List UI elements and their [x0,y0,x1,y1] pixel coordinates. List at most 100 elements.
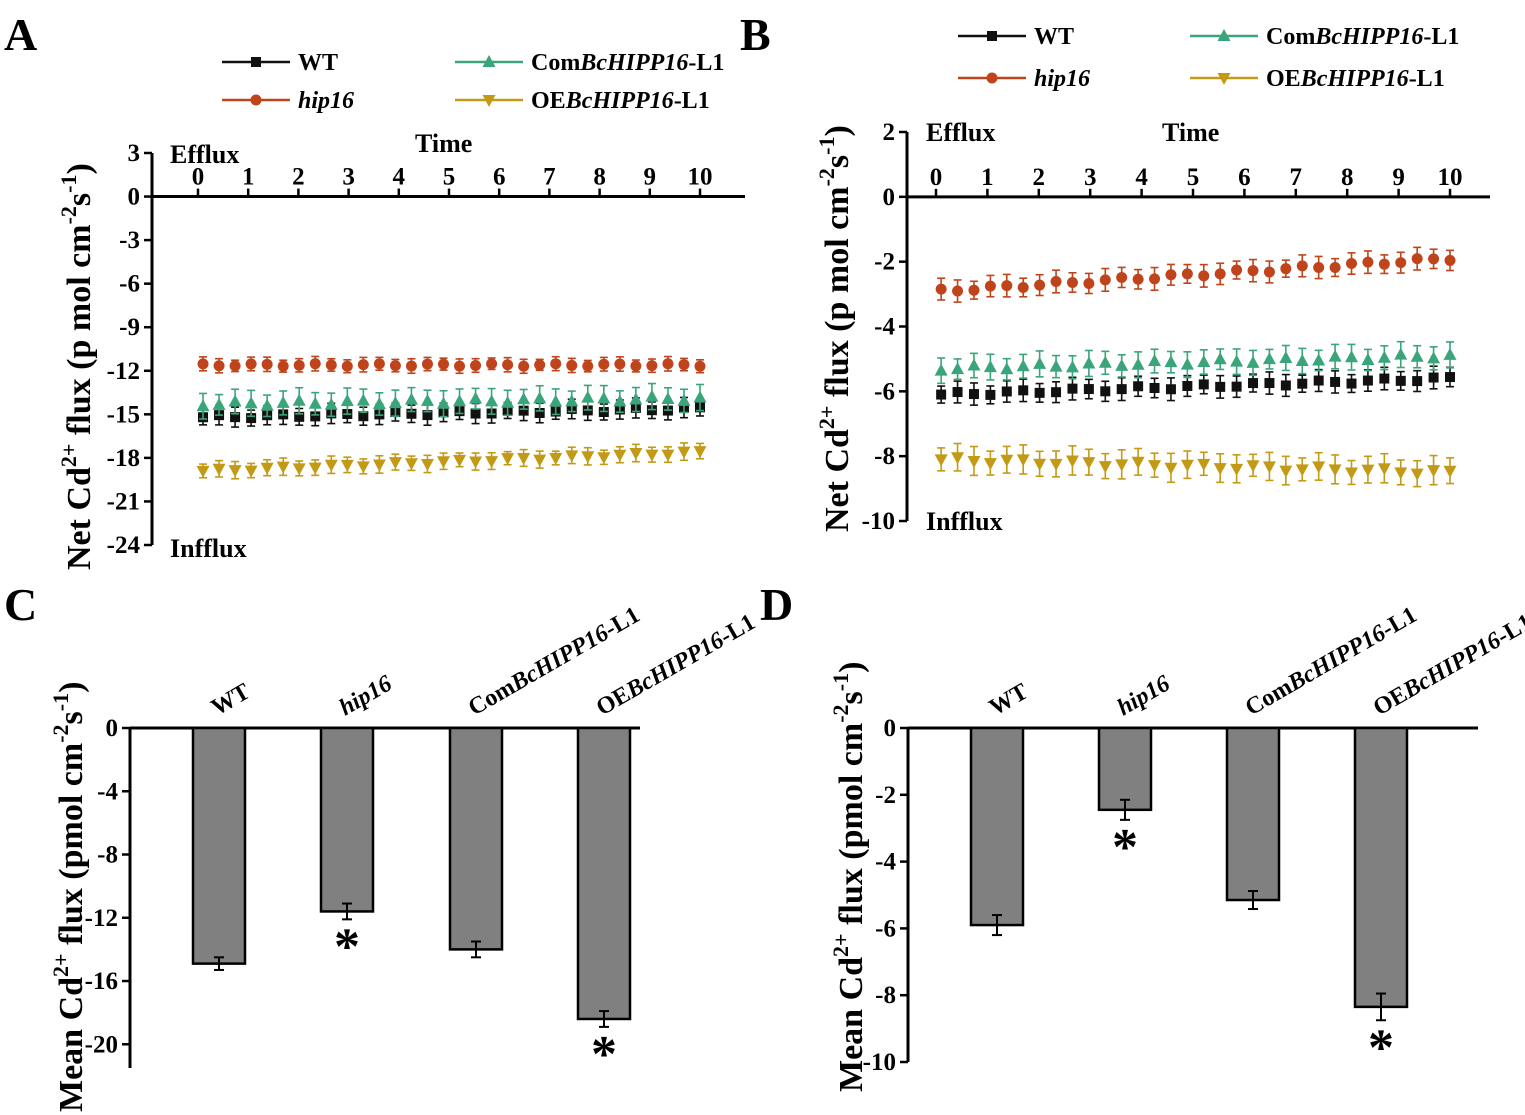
data-point [1001,386,1012,397]
data-point [260,462,274,475]
x-tick-label: 8 [1341,164,1354,191]
series-1 [197,355,706,375]
data-point [1049,359,1063,372]
data-point [985,389,996,400]
significance-star-3: * [591,1026,617,1083]
data-point [581,390,595,403]
data-point [935,283,947,295]
data-point [1198,270,1210,282]
x-tick-label: 1 [981,164,994,191]
data-point [1197,458,1211,471]
data-point [1329,262,1341,274]
data-point [373,358,385,370]
data-point [230,412,241,423]
data-point [341,360,353,372]
y-tick-label: -24 [107,532,141,559]
y-tick-label: -10 [862,508,895,535]
data-point [566,359,578,371]
data-point [1412,376,1423,387]
data-point [661,449,675,462]
category-italic: hip16 [1113,671,1175,722]
data-point [1328,349,1342,362]
data-point [1248,378,1259,389]
influx-label-a: Infflux [170,534,247,563]
data-point [1213,352,1227,365]
data-point [645,449,659,462]
y-tick-label: -2 [874,249,895,276]
line-chart-a: 3 0 -3 -6 -9 -12 -15 -18 -21 -24 0 1 2 3 4 5 6 7 8 9 10 WT hip… [107,50,745,559]
legend-marker-2 [1217,29,1231,41]
data-point [1066,276,1078,288]
data-point [1377,463,1391,476]
data-point [645,389,659,402]
time-label-a: Time [415,129,472,158]
x-tick-label: 0 [192,164,205,191]
data-point [1262,461,1276,474]
data-point [1361,464,1375,477]
data-point [1131,456,1145,469]
data-point [1082,457,1096,470]
y-tick-label: -4 [97,778,118,805]
data-point [597,452,611,465]
data-point [485,456,499,469]
legend-text-italic: BcHIPP16 [565,88,674,114]
data-point [244,396,258,409]
data-point [629,448,643,461]
category-label-0: WT [207,679,255,722]
panel-label-a: A [4,9,37,60]
data-point [1164,462,1178,475]
data-point [693,446,707,459]
data-point [1395,375,1406,386]
x-tick-label: 8 [593,164,606,191]
data-point [968,284,980,296]
efflux-label-b: Efflux [926,118,995,147]
data-point [1000,362,1014,375]
data-point [1362,375,1373,386]
data-point [1149,382,1160,393]
legend-label-2: ComBcHIPP16-L1 [1266,24,1459,50]
series-0 [198,396,705,428]
data-point [1034,387,1045,398]
x-tick-label: 7 [1290,164,1303,191]
y-tick-label: -10 [863,1049,896,1076]
panel-label-b: B [740,9,771,60]
data-point [951,362,965,375]
significance-star-1: * [1112,819,1138,876]
line-chart-b: 20-2-4-6-8-100 1 2 3 4 5 6 7 8 9 10WThip16ComBcHIP… [862,24,1490,535]
data-point [1198,379,1209,390]
legend-marker-1 [986,72,998,84]
legend-label-2: ComBcHIPP16-L1 [531,50,724,76]
data-point [1345,350,1359,363]
data-point [197,358,209,370]
data-point [1410,468,1424,481]
data-point [1361,352,1375,365]
y-tick-label: 2 [883,119,896,146]
y-axis-title-c: Mean Cd2+ flux (pmol cm-2s-1) [48,682,90,1112]
data-point [1346,258,1358,270]
data-point [518,405,529,416]
legend-marker-3 [1217,73,1231,85]
data-point [1065,360,1079,373]
data-point [983,458,997,471]
x-tick-label: 9 [644,164,657,191]
data-point [1180,357,1194,370]
panel-label-c: C [4,579,37,630]
data-point [294,411,305,422]
data-point [1148,354,1162,367]
y-tick-label: -2 [875,782,896,809]
data-point [1394,467,1408,480]
bar-3 [1353,726,1409,1009]
series-3 [934,442,1457,488]
data-point [421,358,433,370]
data-point [1098,355,1112,368]
data-point [454,360,466,372]
data-point [677,393,691,406]
data-point [565,394,579,407]
data-point [1148,460,1162,473]
data-point [1115,358,1129,371]
data-point [1050,275,1062,287]
data-point [1165,384,1176,395]
data-point [1313,375,1324,386]
legend-marker-0 [251,57,261,67]
data-point [420,393,434,406]
